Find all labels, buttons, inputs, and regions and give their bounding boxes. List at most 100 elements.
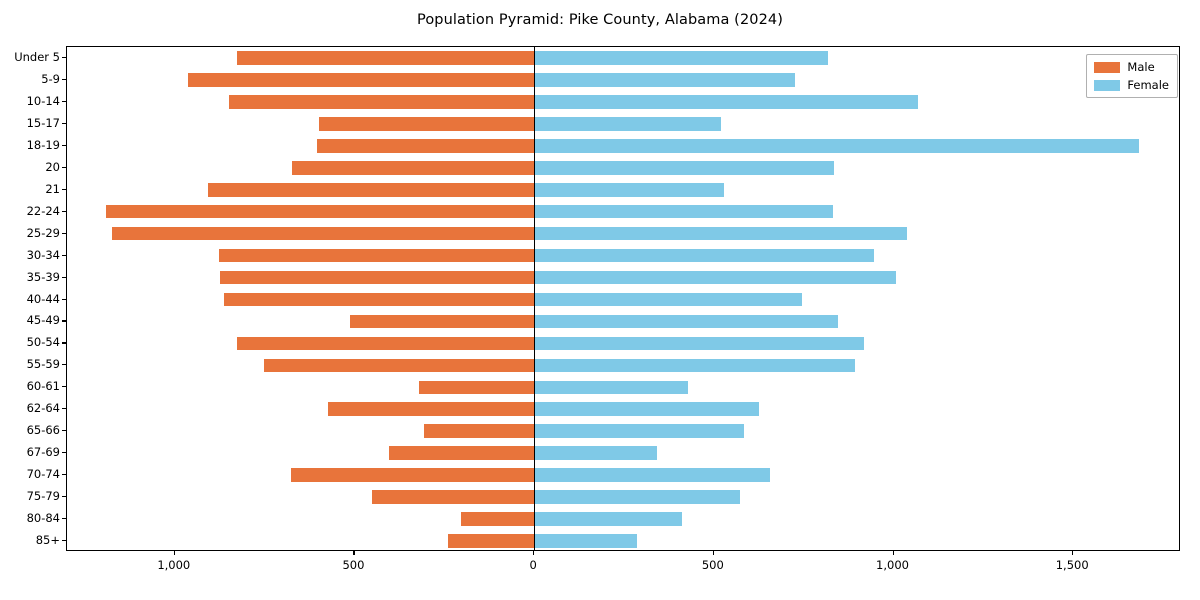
bar-male[interactable] bbox=[111, 226, 535, 241]
x-tick-mark bbox=[533, 551, 535, 555]
bar-male[interactable] bbox=[187, 73, 535, 87]
bar-male[interactable] bbox=[447, 534, 535, 548]
legend-label-male: Male bbox=[1127, 60, 1155, 74]
bar-female[interactable] bbox=[534, 270, 897, 285]
x-tick-label-3: 500 bbox=[701, 558, 724, 572]
bar-male[interactable] bbox=[319, 117, 535, 131]
bar-male[interactable] bbox=[219, 248, 535, 263]
bar-female[interactable] bbox=[534, 446, 657, 460]
bar-male[interactable] bbox=[423, 424, 535, 439]
bar-female[interactable] bbox=[534, 490, 740, 504]
y-tick-label-25-29: 25-29 bbox=[26, 225, 60, 240]
y-tick-mark bbox=[62, 232, 66, 234]
bar-row bbox=[67, 534, 1179, 548]
bar-female[interactable] bbox=[534, 95, 918, 109]
y-tick-mark bbox=[62, 188, 66, 190]
bar-female[interactable] bbox=[534, 336, 865, 351]
bar-male[interactable] bbox=[237, 51, 535, 65]
bar-male[interactable] bbox=[220, 270, 535, 285]
x-tick-label-5: 1,500 bbox=[1055, 558, 1089, 572]
bar-male[interactable] bbox=[207, 182, 535, 197]
bar-male[interactable] bbox=[229, 95, 535, 109]
bar-row bbox=[67, 248, 1179, 263]
bar-male[interactable] bbox=[349, 314, 535, 329]
bar-female[interactable] bbox=[534, 51, 829, 65]
bar-male[interactable] bbox=[389, 446, 535, 460]
y-tick-mark bbox=[62, 518, 66, 520]
y-tick-mark bbox=[62, 320, 66, 322]
bar-female[interactable] bbox=[534, 468, 771, 482]
bar-female[interactable] bbox=[534, 117, 721, 131]
bar-female[interactable] bbox=[534, 292, 802, 307]
x-tick-mark bbox=[353, 551, 355, 555]
bar-row bbox=[67, 117, 1179, 131]
bar-male[interactable] bbox=[461, 512, 535, 526]
bar-female[interactable] bbox=[534, 138, 1139, 153]
bar-female[interactable] bbox=[534, 73, 795, 87]
bar-male[interactable] bbox=[237, 336, 535, 351]
y-tick-label-70-74: 70-74 bbox=[26, 467, 60, 482]
y-tick-label-20: 20 bbox=[45, 159, 60, 174]
zero-axis-line bbox=[534, 47, 536, 550]
bar-row bbox=[67, 73, 1179, 87]
x-tick-mark bbox=[712, 551, 714, 555]
bar-male[interactable] bbox=[224, 292, 535, 307]
bar-female[interactable] bbox=[534, 380, 688, 395]
x-tick-label-0: 1,000 bbox=[157, 558, 191, 572]
bars-layer bbox=[67, 47, 1179, 550]
bar-male[interactable] bbox=[327, 402, 535, 417]
bar-row bbox=[67, 314, 1179, 329]
bar-male[interactable] bbox=[105, 204, 535, 219]
bar-female[interactable] bbox=[534, 402, 760, 417]
bar-female[interactable] bbox=[534, 534, 637, 548]
legend-swatch-female-icon bbox=[1094, 79, 1121, 91]
y-tick-mark bbox=[62, 298, 66, 300]
bar-row bbox=[67, 402, 1179, 417]
y-tick-label-18-19: 18-19 bbox=[26, 137, 60, 152]
y-tick-label-22-24: 22-24 bbox=[26, 203, 60, 218]
bar-male[interactable] bbox=[290, 468, 535, 482]
y-tick-label-55-59: 55-59 bbox=[26, 357, 60, 372]
chart-title: Population Pyramid: Pike County, Alabama… bbox=[417, 12, 783, 28]
bar-male[interactable] bbox=[263, 358, 535, 373]
bar-female[interactable] bbox=[534, 512, 683, 526]
x-tick-mark bbox=[173, 551, 175, 555]
bar-row bbox=[67, 490, 1179, 504]
y-tick-mark bbox=[62, 430, 66, 432]
x-tick-label-2: 0 bbox=[529, 558, 537, 572]
y-tick-mark bbox=[62, 408, 66, 410]
y-tick-mark bbox=[62, 342, 66, 344]
y-tick-mark bbox=[62, 122, 66, 124]
legend-entry-male[interactable]: Male bbox=[1094, 60, 1169, 74]
legend-label-female: Female bbox=[1127, 78, 1169, 92]
bar-male[interactable] bbox=[317, 138, 535, 153]
bar-male[interactable] bbox=[291, 160, 535, 175]
y-tick-mark bbox=[62, 386, 66, 388]
bar-male[interactable] bbox=[372, 490, 535, 504]
bar-female[interactable] bbox=[534, 182, 724, 197]
bar-female[interactable] bbox=[534, 204, 833, 219]
y-tick-mark bbox=[62, 56, 66, 59]
y-tick-mark bbox=[62, 364, 66, 366]
chart-legend: Male Female bbox=[1086, 54, 1178, 98]
bar-female[interactable] bbox=[534, 226, 907, 241]
y-tick-label-35-39: 35-39 bbox=[26, 269, 60, 284]
bar-female[interactable] bbox=[534, 248, 875, 263]
y-tick-label-10-14: 10-14 bbox=[26, 93, 60, 108]
y-tick-label-21: 21 bbox=[45, 181, 60, 196]
x-tick-label-1: 500 bbox=[342, 558, 365, 572]
y-tick-label-80-84: 80-84 bbox=[26, 511, 60, 526]
y-tick-mark bbox=[62, 452, 66, 454]
bar-row bbox=[67, 446, 1179, 460]
legend-entry-female[interactable]: Female bbox=[1094, 78, 1169, 92]
y-tick-label-15-17: 15-17 bbox=[26, 115, 60, 130]
bar-female[interactable] bbox=[534, 314, 839, 329]
bar-female[interactable] bbox=[534, 160, 835, 175]
y-tick-label-50-54: 50-54 bbox=[26, 335, 60, 350]
bar-female[interactable] bbox=[534, 358, 856, 373]
bar-row bbox=[67, 204, 1179, 219]
bar-row bbox=[67, 292, 1179, 307]
bar-male[interactable] bbox=[418, 380, 535, 395]
bar-female[interactable] bbox=[534, 424, 745, 439]
